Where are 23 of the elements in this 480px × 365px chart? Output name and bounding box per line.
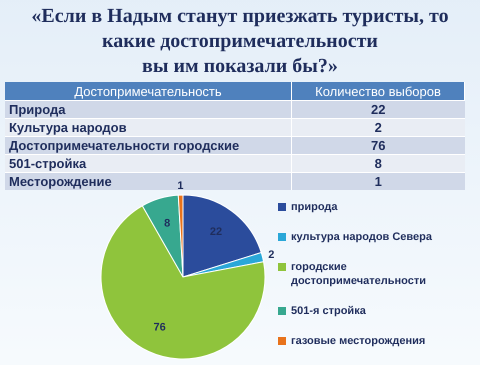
data-label: 76 (292, 136, 464, 154)
text: «Если в Надым станут приезжать туристы, то какие достопримечательности вы им показали бы?» (30, 4, 450, 79)
category-label: 501-стройка (5, 154, 292, 172)
legend-label: городские достопримечательности (291, 260, 427, 288)
data-label: 8 (292, 154, 464, 172)
text: Достопримечательность (5, 82, 292, 100)
legend-label: 501-я стройка (291, 304, 366, 318)
legend-label: культура народов Севера (291, 230, 432, 244)
data-label: 22 (292, 100, 464, 118)
data-label: 1 (177, 180, 184, 192)
text: Количество выборов (292, 82, 464, 100)
data-label: 1 (292, 172, 464, 190)
category-label: Природа (5, 100, 292, 118)
category-label: Достопримечательности городские (5, 136, 292, 154)
category-label: Культура народов (5, 118, 292, 136)
legend-label: природа (291, 200, 338, 214)
category-label: Месторождение (9, 174, 112, 189)
legend-label: газовые месторождения (291, 334, 426, 348)
data-label: 22 (210, 226, 222, 238)
data-label: 2 (292, 118, 464, 136)
data-label: 76 (154, 322, 166, 334)
data-label: 2 (268, 248, 274, 261)
data-label: 8 (164, 218, 170, 230)
